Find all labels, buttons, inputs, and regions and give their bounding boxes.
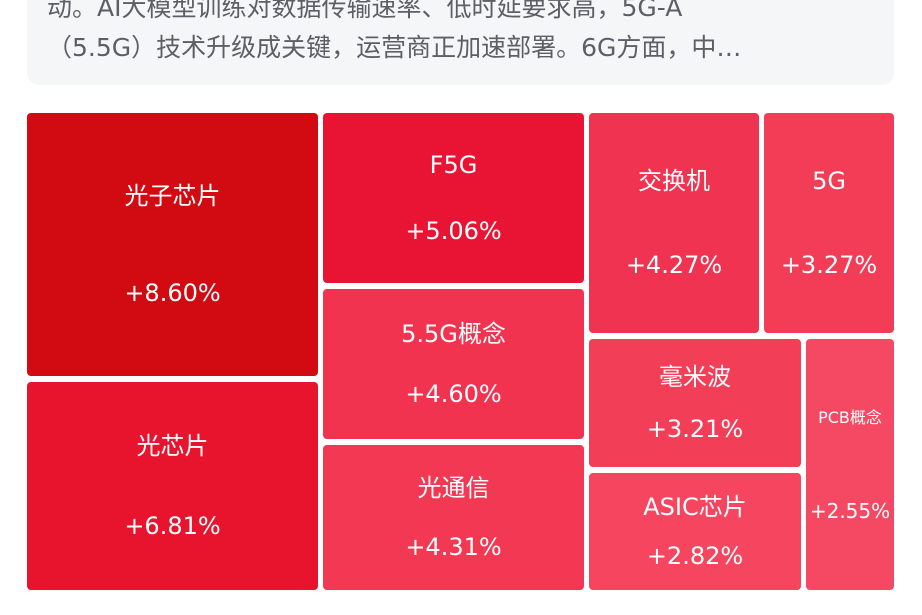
tile-name: 5G (812, 167, 846, 196)
tile-name: PCB概念 (818, 407, 882, 427)
tile-name: 5.5G概念 (401, 320, 506, 348)
tile[interactable]: 光子芯片 +8.60% (27, 113, 318, 376)
tile-change: +4.60% (405, 380, 502, 408)
summary-card: 动。AI大模型训练对数据传输速率、低时延要求高，5G-A （5.5G）技术升级成… (27, 0, 894, 85)
tile-name: 交换机 (638, 167, 710, 196)
tile-change: +3.27% (780, 250, 878, 279)
tile-name: 毫米波 (659, 362, 731, 391)
tile[interactable]: 光芯片 +6.81% (27, 382, 318, 590)
tile[interactable]: 交换机 +4.27% (589, 113, 759, 333)
tile[interactable]: PCB概念 +2.55% (806, 339, 894, 590)
tile[interactable]: F5G +5.06% (323, 113, 584, 283)
tile-change: +6.81% (124, 511, 221, 540)
tile-name: 光子芯片 (124, 181, 221, 210)
tile[interactable]: 5G +3.27% (764, 113, 894, 333)
summary-line: 动。AI大模型训练对数据传输速率、低时延要求高，5G-A (47, 0, 683, 22)
tile-change: +8.60% (124, 279, 221, 308)
tile-name: 光通信 (417, 474, 490, 503)
tile-name: F5G (429, 150, 478, 179)
tile-change: +4.27% (625, 250, 723, 279)
tile-change: +5.06% (405, 217, 502, 246)
tile[interactable]: 毫米波 +3.21% (589, 339, 801, 467)
tile[interactable]: 光通信 +4.31% (323, 445, 584, 590)
tile-name: ASIC芯片 (643, 493, 747, 521)
tile-change: +3.21% (646, 415, 744, 444)
summary-line: （5.5G）技术升级成关键，运营商正加速部署。6G方面，中… (47, 33, 742, 62)
tile[interactable]: 5.5G概念 +4.60% (323, 289, 584, 439)
tile[interactable]: ASIC芯片 +2.82% (589, 473, 801, 590)
tile-change: +2.55% (809, 499, 891, 524)
tile-change: +4.31% (405, 532, 502, 561)
tile-change: +2.82% (646, 542, 744, 570)
tile-name: 光芯片 (136, 432, 209, 461)
